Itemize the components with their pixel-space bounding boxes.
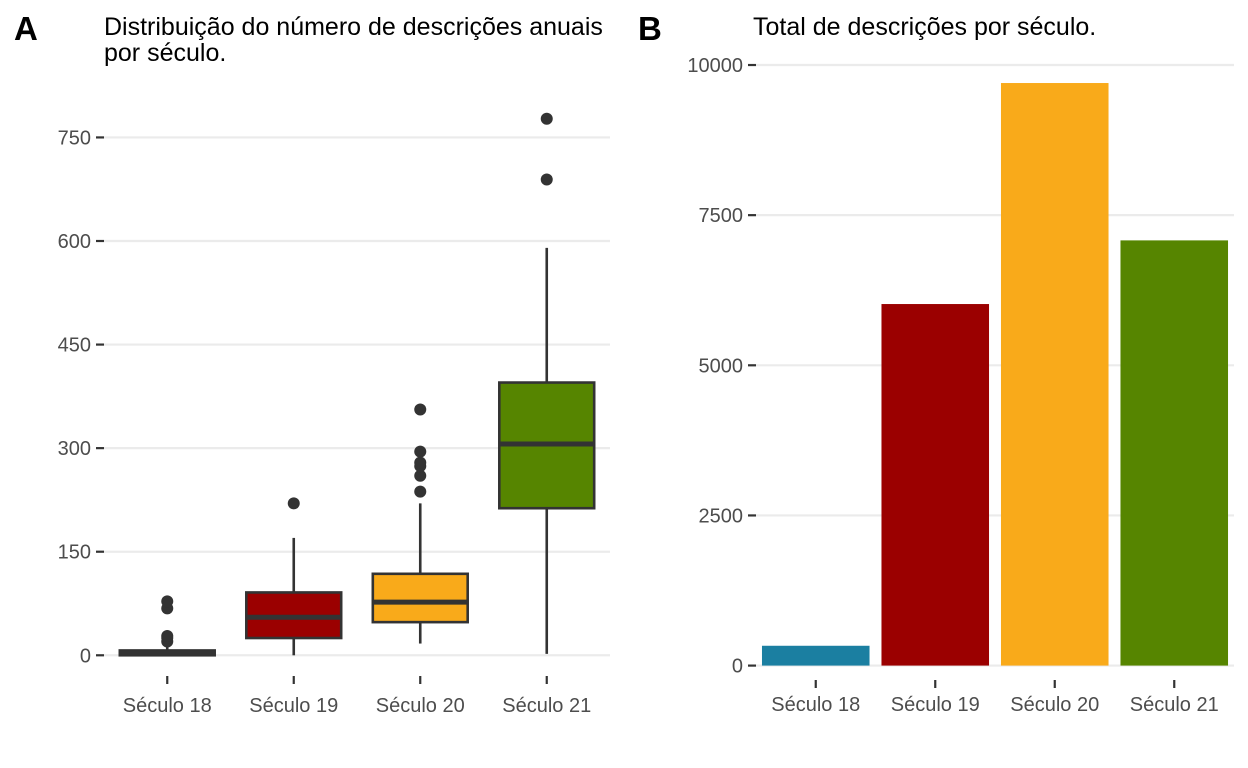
panel-letter-b: B: [638, 10, 662, 47]
box-século-20: [371, 403, 469, 644]
bar-século-21: [1120, 240, 1229, 666]
panel-a-title-line: por século.: [104, 39, 226, 67]
bar-século-20: [1000, 83, 1109, 666]
outlier-point: [161, 629, 174, 642]
outlier-point: [161, 595, 174, 608]
panel-a-title-line: Distribuição do número de descrições anu…: [104, 13, 603, 41]
y-tick-label: 0: [732, 656, 743, 678]
y-tick-label: 5000: [699, 355, 744, 377]
outlier-point: [414, 456, 427, 469]
x-tick-label: Século 19: [249, 695, 338, 717]
y-tick-label: 2500: [699, 505, 744, 527]
outlier-point: [540, 173, 553, 186]
y-tick-label: 150: [58, 542, 91, 564]
x-tick-label: Século 18: [771, 694, 860, 716]
y-tick-label: 0: [80, 645, 91, 667]
x-tick-label: Século 20: [376, 695, 465, 717]
y-tick-label: 300: [58, 438, 91, 460]
x-tick-label: Século 21: [502, 695, 591, 717]
x-tick-label: Século 20: [1010, 694, 1099, 716]
box-body: [371, 572, 469, 624]
x-tick-label: Século 18: [123, 695, 212, 717]
outlier-point: [287, 497, 300, 510]
panel-b-bar-chart: B Total de descrições por século. 0 2500 500…: [638, 10, 1234, 716]
panel-b-title: Total de descrições por século.: [753, 13, 1096, 41]
bar-século-18: [761, 645, 870, 666]
outlier-point: [414, 469, 427, 482]
outlier-point: [540, 112, 553, 125]
y-tick-label: 10000: [687, 55, 743, 77]
box-século-21: [498, 112, 596, 654]
y-tick-label: 7500: [699, 205, 744, 227]
outlier-point: [414, 403, 427, 416]
panel-a-boxplot: A Distribuição do número de descrições an…: [14, 10, 610, 717]
x-tick-label: Século 21: [1130, 694, 1219, 716]
y-tick-label: 750: [58, 127, 91, 149]
box-século-19: [245, 497, 343, 656]
box-século-18: [118, 595, 216, 657]
outlier-point: [414, 485, 427, 498]
bar-século-19: [881, 304, 990, 666]
panel-letter-a: A: [14, 10, 38, 47]
y-tick-label: 600: [58, 231, 91, 253]
x-tick-label: Século 19: [891, 694, 980, 716]
panel-a-title: Distribuição do número de descrições anu…: [104, 13, 603, 67]
outlier-point: [414, 445, 427, 458]
y-tick-label: 450: [58, 335, 91, 357]
